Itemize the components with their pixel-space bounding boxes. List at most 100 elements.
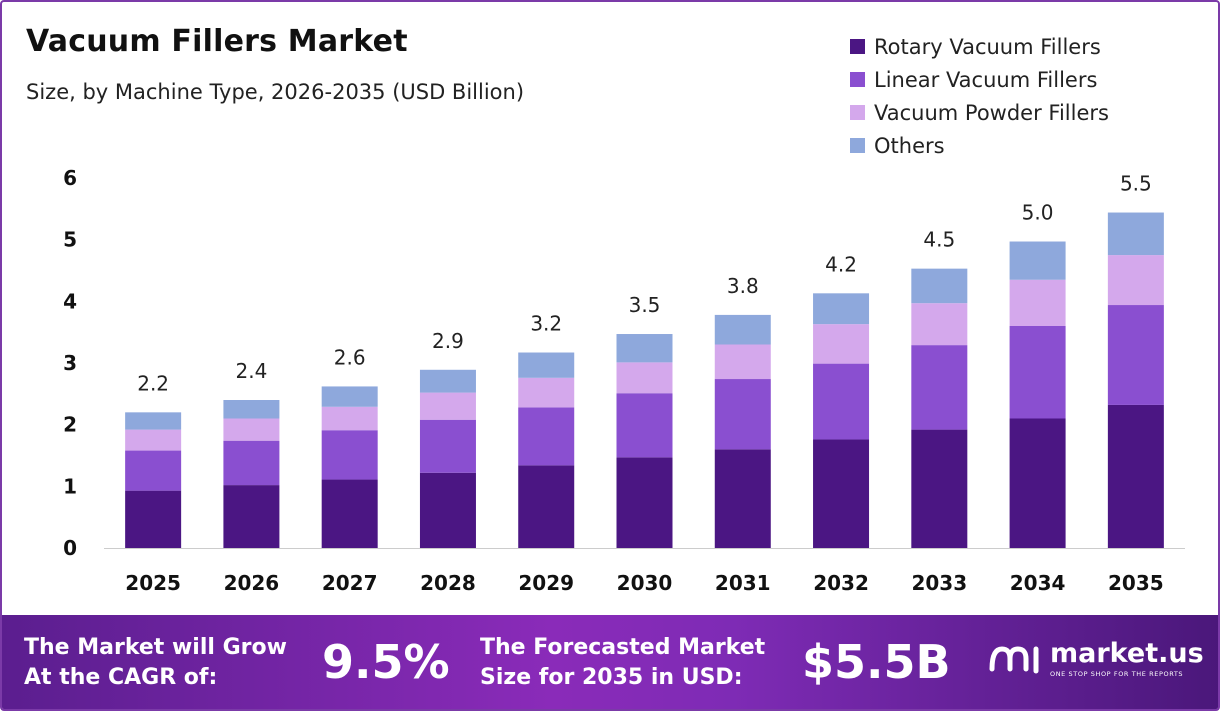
bar-total-label: 2.9 [432,329,464,353]
x-tick-label: 2032 [813,571,869,595]
bar-segment-vacuum-powder-fillers [321,406,378,431]
bar-segment-vacuum-powder-fillers [223,418,280,441]
bar-segment-vacuum-powder-fillers [714,344,771,380]
x-tick-label: 2035 [1108,571,1164,595]
bar-segment-rotary-vacuum-fillers [321,479,378,548]
bar-segment-linear-vacuum-fillers [714,379,771,450]
bar-segment-rotary-vacuum-fillers [1009,418,1066,548]
brand-text: market.us ONE STOP SHOP FOR THE REPORTS [1050,640,1204,679]
y-tick-label: 1 [63,474,77,498]
bar-total-label: 3.5 [629,293,661,317]
y-tick-label: 5 [63,228,77,252]
cagr-value: 9.5% [322,635,450,689]
stacked-bar-chart: 0 1 2 3 4 5 6 2.2 2025 2.4 2026 2.6 2027 2.9 2028 3.2 20… [63,166,1185,595]
brand-logo: market.us ONE STOP SHOP FOR THE REPORTS [988,639,1204,679]
bar-segment-rotary-vacuum-fillers [1107,404,1164,548]
bar-total-label: 3.8 [727,274,759,298]
x-tick-label: 2034 [1010,571,1066,595]
bar-segment-linear-vacuum-fillers [321,430,378,480]
bar-segment-linear-vacuum-fillers [813,363,870,440]
cagr-label-line2: At the CAGR of: [24,665,218,690]
forecast-value: $5.5B [802,635,951,689]
bar-segment-rotary-vacuum-fillers [616,457,673,548]
bar-segment-others [714,314,771,345]
legend-swatch-others [850,138,865,153]
bar-segment-others [518,352,575,378]
forecast-label: The Forecasted Market Size for 2035 in U… [480,633,765,693]
bar-segment-others [616,334,673,363]
chart-subtitle: Size, by Machine Type, 2026-2035 (USD Bi… [26,80,525,104]
bar-segment-vacuum-powder-fillers [1107,255,1164,306]
bar-segment-others [813,293,870,325]
brand-tagline: ONE STOP SHOP FOR THE REPORTS [1050,670,1184,678]
bar-segment-others [419,369,476,393]
legend-label-powder: Vacuum Powder Fillers [874,100,1109,125]
x-tick-label: 2029 [518,571,574,595]
bar-segment-rotary-vacuum-fillers [223,485,280,548]
bar-segment-others [911,268,968,304]
bar-total-label: 3.2 [530,312,562,336]
bar-segment-vacuum-powder-fillers [911,303,968,346]
bar-segment-linear-vacuum-fillers [1107,305,1164,405]
bar-total-label: 2.6 [334,345,366,369]
y-tick-label: 0 [63,536,77,560]
bar-segment-rotary-vacuum-fillers [911,429,968,548]
legend-label-others: Others [874,133,945,158]
legend-item-others: Others [850,129,1109,162]
bar-segment-others [223,400,280,419]
bar-segment-rotary-vacuum-fillers [125,490,182,548]
bar-segment-others [1009,241,1066,280]
x-tick-label: 2027 [322,571,378,595]
bar-segment-vacuum-powder-fillers [616,362,673,394]
bar-segment-linear-vacuum-fillers [419,419,476,473]
bar-segment-linear-vacuum-fillers [911,345,968,430]
bar-segment-rotary-vacuum-fillers [813,439,870,548]
bar-segment-others [321,386,378,407]
x-tick-label: 2026 [224,571,280,595]
bar-segment-vacuum-powder-fillers [125,429,182,451]
legend-label-linear: Linear Vacuum Fillers [874,67,1098,92]
bar-segment-vacuum-powder-fillers [419,392,476,420]
y-tick-label: 6 [63,166,77,190]
forecast-label-line2: Size for 2035 in USD: [480,665,743,690]
x-tick-label: 2025 [125,571,181,595]
bar-segment-rotary-vacuum-fillers [714,449,771,548]
legend-label-rotary: Rotary Vacuum Fillers [874,34,1101,59]
bar-segment-others [125,412,182,430]
chart-title: Vacuum Fillers Market [26,24,408,59]
bar-total-label: 2.4 [236,359,268,383]
legend-swatch-linear [850,72,865,87]
bar-segment-linear-vacuum-fillers [616,393,673,458]
market-us-logo-icon [989,646,1039,674]
cagr-label: The Market will Grow At the CAGR of: [24,633,287,693]
bar-segment-vacuum-powder-fillers [518,377,575,408]
bar-total-label: 4.5 [923,228,955,252]
bar-total-label: 2.2 [137,371,169,395]
forecast-label-line1: The Forecasted Market [480,635,766,660]
bar-total-label: 4.2 [825,252,857,276]
x-tick-label: 2028 [420,571,476,595]
legend-swatch-powder [850,105,865,120]
bar-total-label: 5.5 [1120,172,1152,196]
legend-item-linear: Linear Vacuum Fillers [850,63,1109,96]
y-tick-label: 2 [63,413,77,437]
cagr-label-line1: The Market will Grow [24,635,287,660]
bar-segment-vacuum-powder-fillers [813,324,870,364]
x-tick-label: 2030 [617,571,673,595]
legend: Rotary Vacuum Fillers Linear Vacuum Fill… [850,30,1109,162]
bar-segment-rotary-vacuum-fillers [419,472,476,548]
bar-segment-linear-vacuum-fillers [223,440,280,486]
x-tick-label: 2033 [911,571,967,595]
bar-segment-others [1107,212,1164,256]
legend-swatch-rotary [850,39,865,54]
bar-segment-vacuum-powder-fillers [1009,279,1066,326]
summary-banner: The Market will Grow At the CAGR of: 9.5… [2,615,1218,709]
x-tick-label: 2031 [715,571,771,595]
bar-segment-rotary-vacuum-fillers [518,465,575,548]
legend-item-powder: Vacuum Powder Fillers [850,96,1109,129]
y-tick-label: 4 [63,289,77,313]
legend-item-rotary: Rotary Vacuum Fillers [850,30,1109,63]
bar-total-label: 5.0 [1022,201,1054,225]
y-tick-label: 3 [63,351,77,375]
